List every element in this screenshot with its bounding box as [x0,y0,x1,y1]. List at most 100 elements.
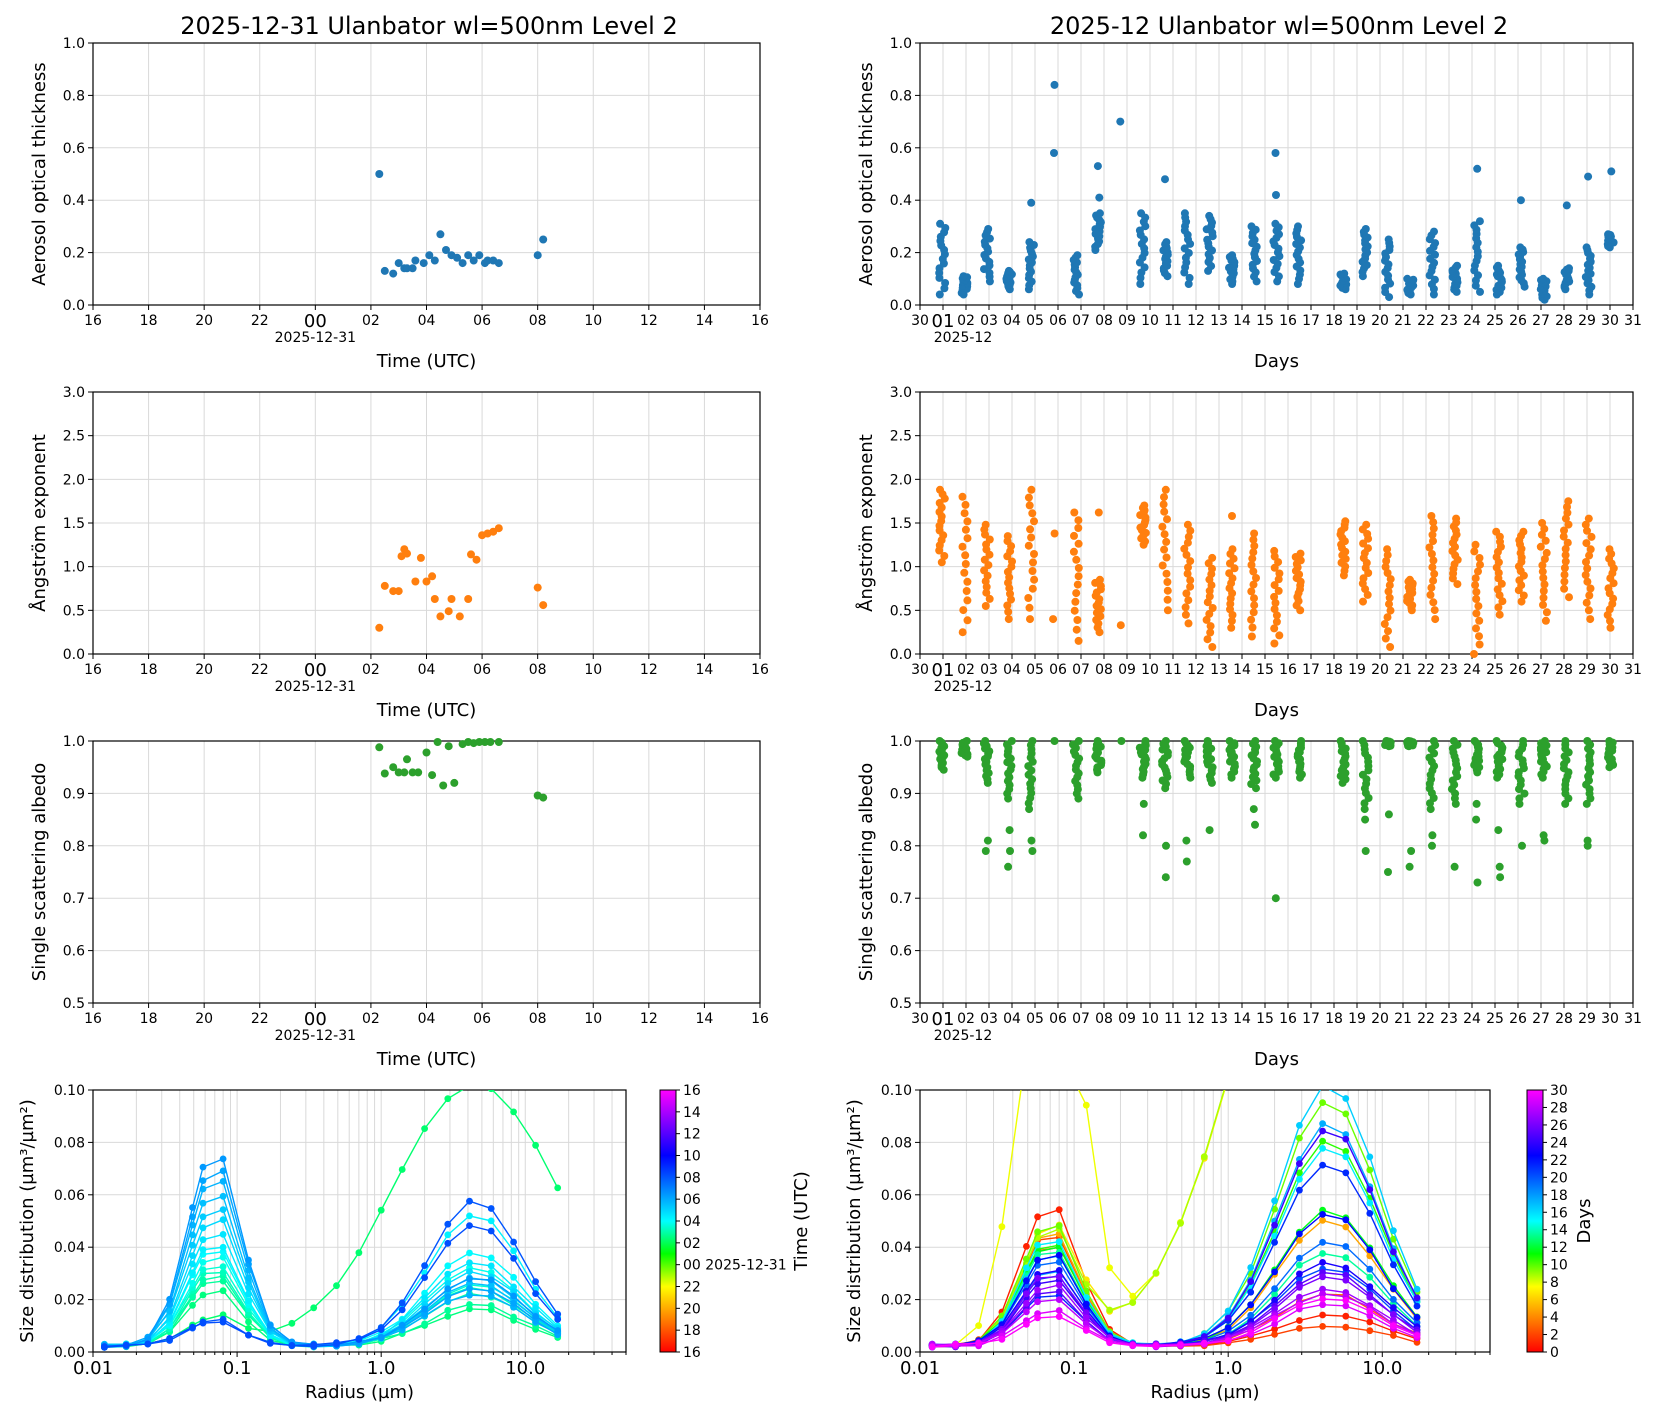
data-point [1471,574,1480,583]
data-point [940,552,949,560]
colorbar-tick-label: 16 [683,1083,701,1099]
data-point [1584,514,1593,523]
data-point [983,836,992,845]
data-point [1161,737,1170,745]
data-point [1163,595,1172,604]
series-point [1082,1309,1090,1317]
data-point [472,555,481,564]
data-point [1180,209,1189,218]
x-tick-label: 00 [304,660,327,681]
data-point [1208,604,1217,612]
series-point [1023,1290,1030,1298]
data-point [436,230,445,239]
y-tick-label: 0.02 [54,1293,85,1309]
series-point [166,1295,174,1303]
series-point [1055,1296,1063,1303]
colorbar-tick-label: 22 [1550,1153,1568,1169]
data-point [375,743,384,752]
data-point [980,555,989,564]
series-point [1366,1312,1374,1320]
data-point [1071,597,1080,606]
colorbar-tick-label: 16 [683,1345,701,1361]
data-point [1093,737,1102,745]
x-tick-label: 02 [362,313,380,329]
data-point [1294,222,1302,231]
series-point [166,1313,174,1321]
x-tick-label: 18 [1325,1011,1343,1027]
series-point [355,1249,363,1257]
data-point [1269,256,1278,264]
data-point [1073,251,1082,260]
plot-frame [919,1089,1491,1353]
series-point [1342,1312,1350,1320]
y-tick-label: 2.0 [63,472,85,488]
y-tick-label: 0.7 [63,891,85,907]
data-point [411,256,420,265]
x-axis-label: Radius (µm) [305,1382,414,1403]
series-point [189,1241,196,1249]
data-point [1541,616,1550,625]
data-point [1181,603,1190,612]
series-point [219,1263,227,1271]
data-point [1183,538,1192,547]
data-point [1182,857,1191,866]
data-point [1248,623,1257,632]
series-point [998,1223,1006,1231]
x-tick-label: 17 [1302,1011,1320,1027]
x-tick-label: 21 [1394,1011,1412,1027]
data-point [442,246,450,254]
series-point [532,1278,539,1285]
series-point [1034,1251,1041,1258]
series-point [444,1262,452,1270]
series-point [1390,1322,1397,1330]
y-tick-label: 0.5 [890,603,912,619]
y-tick-label: 0.6 [63,944,85,960]
x-tick-label: 01 [932,660,955,681]
data-point [1272,191,1280,199]
data-point [1565,593,1573,602]
data-point [1539,587,1548,595]
data-point [1473,164,1482,173]
data-point [1359,597,1367,606]
chart-ae-day: 0.0 0.5 1.0 1.5 2.0 2.5 3.0 16 18 20 22 00 02 04 06 08 1… [28,385,769,721]
series-point [1319,1047,1326,1054]
y-tick-label: 0.8 [63,88,85,104]
data-point [1560,526,1568,535]
data-point [1474,567,1482,576]
series-point [510,1255,517,1262]
series-line [932,1090,1225,1347]
x-tick-label: 03 [980,1011,998,1027]
series-point [377,1206,385,1214]
x-tick-label: 12 [640,662,658,678]
data-point [539,793,548,802]
data-point [389,269,398,278]
y-tick-label: 1.0 [890,734,912,750]
x-tick-label: 11 [1164,1011,1182,1027]
data-point [469,256,478,265]
data-point [1492,737,1501,745]
series-point [288,1319,296,1327]
y-tick-label: 0.0 [890,647,912,663]
series-point [245,1325,252,1332]
data-point [1205,211,1214,220]
x-tick-label: 16 [751,1011,769,1027]
data-point [1250,541,1259,550]
data-point [1453,580,1462,589]
series-point [1342,1264,1350,1272]
data-point [1583,836,1592,845]
series-point [1200,1153,1208,1161]
series-point [189,1204,196,1211]
data-point [1560,564,1569,572]
data-point [1208,643,1217,651]
series-point [532,1304,539,1311]
x-date-sublabel: 2025-12 [934,679,993,695]
series-point [1106,1306,1113,1314]
size-distribution-lines [928,1047,1421,1351]
data-point [458,259,467,268]
data-point [1247,615,1256,624]
x-tick-label: 20 [1371,1011,1389,1027]
data-point [1275,631,1284,640]
data-point [1581,520,1590,529]
series-point [487,1205,495,1212]
series-point [466,1301,473,1308]
